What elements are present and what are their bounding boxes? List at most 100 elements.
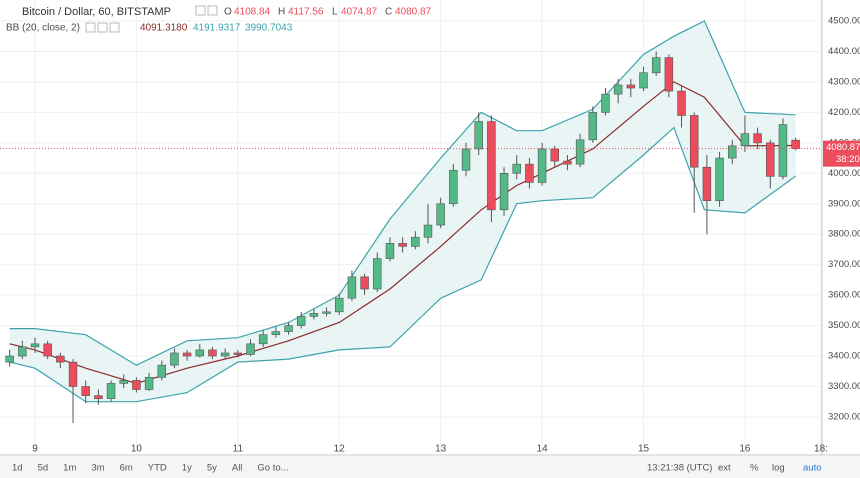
range-button[interactable]: 5d — [38, 463, 49, 474]
candle-body — [106, 383, 116, 399]
ohlc-value: 4074.87 — [341, 7, 378, 18]
candle-body — [398, 243, 407, 247]
x-tick-label: 10 — [131, 444, 143, 455]
candle-body — [68, 361, 78, 387]
range-button[interactable]: 5y — [207, 463, 217, 474]
candle-body — [132, 380, 141, 390]
candle-body — [639, 72, 648, 89]
y-tick-label: 4300.00 — [828, 76, 860, 87]
ohlc-value: 4117.56 — [288, 7, 324, 18]
candle-body — [322, 311, 331, 314]
candle-body — [56, 355, 65, 363]
candle-body — [385, 243, 395, 259]
candle-body — [626, 84, 636, 89]
candle-body — [411, 236, 420, 247]
y-tick-label: 3600.00 — [828, 290, 860, 301]
candle-body — [436, 203, 445, 226]
scale-option[interactable]: auto — [803, 463, 822, 474]
candle-body — [423, 224, 433, 238]
toolbar-bg — [0, 456, 860, 478]
candle-body — [296, 316, 306, 326]
band-upper — [9, 20, 796, 366]
y-tick-label: 3900.00 — [828, 198, 860, 209]
scale-option[interactable]: log — [772, 463, 785, 474]
y-tick-label: 4000.00 — [828, 168, 860, 179]
ohlc-label: L — [332, 7, 338, 18]
candle-body — [575, 139, 585, 165]
range-button[interactable]: 1m — [63, 463, 76, 474]
candle-body — [487, 121, 496, 211]
bollinger-bands — [9, 20, 796, 403]
candle-body — [309, 313, 319, 317]
y-tick-label: 3700.00 — [828, 259, 860, 270]
candle-body — [94, 395, 103, 399]
ohlc-label: C — [385, 7, 392, 18]
candle-body — [30, 343, 40, 348]
x-tick-label: 18: — [814, 444, 828, 455]
y-tick-label: 3500.00 — [828, 320, 860, 331]
candle-body — [537, 148, 547, 183]
candle-body — [778, 124, 788, 177]
y-tick-label: 3300.00 — [828, 381, 860, 392]
range-button[interactable]: 3m — [91, 463, 104, 474]
icon — [97, 22, 108, 33]
range-button[interactable]: YTD — [148, 463, 167, 474]
candle-body — [170, 352, 179, 366]
candles — [0, 51, 822, 424]
candle-body — [664, 57, 674, 92]
range-button[interactable]: All — [232, 463, 243, 474]
candle-body — [195, 349, 205, 357]
ohlc-label: O — [224, 7, 232, 18]
icon — [207, 5, 218, 16]
candle-body — [689, 115, 699, 168]
axes: 3200.00 3300.00 3400.00 3500.00 3600.00 3700.… — [32, 16, 860, 455]
candle-body — [766, 142, 775, 177]
band-lower — [9, 126, 796, 403]
ohlc-label: H — [278, 7, 285, 18]
candle-body — [753, 133, 762, 144]
clock: 13:21:38 (UTC) — [647, 463, 712, 474]
candle-body — [18, 346, 27, 357]
candle-body — [284, 325, 293, 332]
goto-button[interactable]: Go to... — [257, 463, 288, 474]
last-price-box — [823, 140, 860, 167]
x-tick-label: 15 — [638, 444, 650, 455]
candle-body — [613, 84, 623, 95]
range-button[interactable]: 1d — [12, 463, 23, 474]
candle-body — [360, 276, 369, 290]
candle-body — [157, 364, 166, 378]
icon — [195, 5, 206, 16]
candle-body — [449, 169, 458, 205]
candle-body — [728, 145, 737, 159]
candle-body — [144, 377, 154, 390]
x-tick-label: 9 — [32, 444, 38, 455]
y-tick-label: 3400.00 — [828, 351, 860, 362]
candle-body — [246, 343, 255, 355]
candle-body — [715, 157, 724, 201]
indicator-name: BB (20, close, 2) — [6, 23, 80, 34]
y-tick-label: 4500.00 — [828, 16, 860, 27]
candle-body — [702, 166, 712, 201]
candle-body — [208, 349, 217, 357]
scale-option[interactable]: ext — [718, 463, 731, 474]
scale-option[interactable]: % — [750, 463, 759, 474]
band-fill — [9, 21, 796, 402]
candle-body — [5, 355, 14, 363]
x-tick-label: 16 — [739, 444, 751, 455]
candle-body — [182, 352, 192, 357]
range-button[interactable]: 1y — [182, 463, 192, 474]
candle-body — [81, 386, 90, 396]
candle-body — [651, 57, 661, 74]
range-button[interactable]: 6m — [120, 463, 133, 474]
candle-body — [563, 160, 572, 165]
ohlc-value: 4080.87 — [395, 7, 432, 18]
candle-body — [525, 163, 534, 183]
candle-body — [474, 121, 483, 150]
candle-body — [373, 258, 382, 290]
y-tick-label: 3200.00 — [828, 411, 860, 422]
candle-body — [347, 276, 357, 299]
y-tick-label: 4200.00 — [828, 107, 860, 118]
candle-body — [220, 352, 230, 357]
